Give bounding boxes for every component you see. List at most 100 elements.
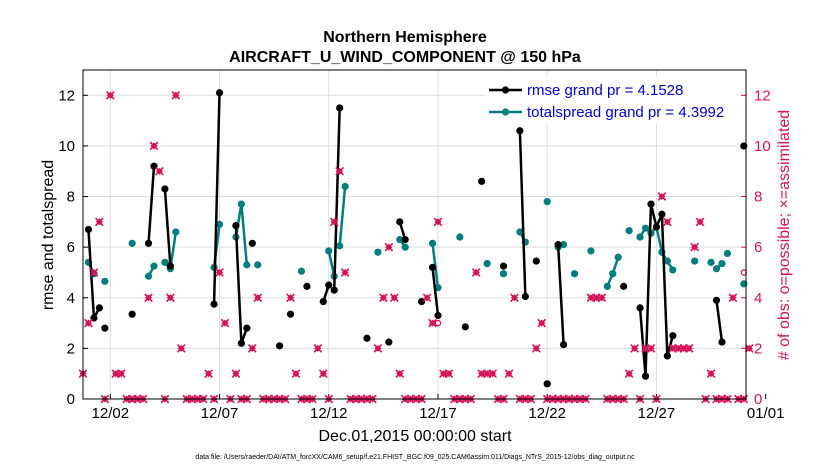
x-tick-label: 12/27 (638, 405, 676, 422)
obs-assimilated-cross (444, 369, 454, 379)
y-tick-label: 0 (67, 391, 75, 408)
y-tick-label: 8 (67, 189, 75, 206)
legend-rmse-marker (501, 86, 510, 94)
rmse-point (499, 262, 508, 270)
obs-assimilated-cross (597, 293, 607, 303)
spread-point (237, 200, 245, 208)
obs-assimilated-cross (286, 293, 295, 303)
grid (83, 70, 746, 399)
x-tick-label: 12/07 (201, 405, 239, 422)
obs-assimilated-cross (384, 242, 394, 252)
obs-assimilated-cross (253, 293, 263, 303)
obs-assimilated-cross (89, 268, 99, 277)
rmse-point (330, 286, 338, 294)
rmse-point (461, 323, 469, 331)
obs-assimilated-cross (471, 268, 481, 277)
obs-assimilated-cross (166, 293, 175, 303)
rmse-point (396, 218, 404, 226)
spread-point (543, 198, 551, 206)
y-right-tick-label: 4 (754, 290, 762, 307)
y-right-tick-label: 8 (754, 189, 762, 206)
chart-title-line1: Northern Hemisphere (323, 29, 487, 46)
rmse-point (303, 282, 311, 290)
obs-assimilated-cross (646, 344, 656, 353)
obs-assimilated-cross (657, 192, 667, 201)
spread-point (215, 220, 224, 228)
rmse-point (243, 324, 251, 332)
spread-point (718, 260, 726, 268)
spread-point (712, 265, 721, 273)
legend-rmse-label: rmse grand pr = 4.1528 (527, 82, 683, 99)
spread-line (338, 186, 347, 247)
x-tick-label: 01/01 (747, 405, 785, 422)
spread-point (325, 247, 333, 255)
spread-point (428, 239, 437, 247)
rmse-point (652, 223, 661, 231)
rmse-point (215, 89, 224, 97)
rmse-point (248, 239, 256, 247)
obs-assimilated-cross (176, 344, 186, 353)
y-axis-right-label: # of obs: o=possible; ×=assimilated (776, 110, 793, 360)
y-right-tick-label: 6 (754, 239, 762, 256)
x-axis-label: Dec.01,2015 00:00:00 start (318, 428, 512, 445)
footnote: data file: /Users/raeder/DAI/ATM_forcXX/… (195, 454, 635, 461)
spread-point (723, 249, 732, 258)
rmse-point (434, 311, 442, 320)
y-right-tick-label: 2 (754, 340, 762, 357)
rmse-point (718, 338, 726, 346)
spread-point (559, 241, 568, 249)
rmse-line (715, 300, 724, 343)
spread-point (243, 261, 251, 269)
spread-point (297, 267, 306, 275)
spread-point (609, 270, 617, 278)
spread-point (691, 257, 699, 265)
obs-assimilated-cross (662, 217, 672, 227)
obs-assimilated-cross (215, 268, 224, 277)
obs-assimilated-cross (149, 141, 159, 151)
obs-assimilated-cross (84, 318, 93, 328)
obs-assimilated-cross (155, 166, 164, 176)
rmse-point (128, 310, 136, 318)
spread-point (374, 248, 382, 256)
rmse-line (431, 267, 440, 316)
obs-assimilated-cross (335, 166, 345, 176)
spread-point (669, 266, 677, 274)
obs-assimilated-cross (695, 217, 705, 227)
rmse-point (658, 210, 666, 218)
rmse-point (325, 281, 333, 289)
rmse-line (147, 166, 156, 244)
spread-point (401, 243, 409, 251)
obs-assimilated-cross (144, 293, 153, 303)
y-tick-label: 12 (58, 87, 75, 104)
rmse-point (636, 304, 644, 312)
obs-assimilated-cross (684, 344, 694, 353)
obs-assimilated-cross (706, 369, 716, 379)
spread-point (483, 260, 491, 268)
obs-assimilated-cross (433, 217, 443, 227)
obs-assimilated-cross (105, 90, 115, 100)
rmse-point (363, 334, 371, 342)
spread-point (587, 247, 595, 255)
rmse-point (84, 225, 93, 234)
obs-assimilated-cross (428, 318, 437, 328)
rmse-point (237, 339, 245, 347)
obs-assimilated-cross (690, 242, 700, 252)
rmse-point (478, 177, 486, 185)
spread-point (128, 239, 136, 247)
rmse-point (336, 104, 344, 112)
y-tick-label: 6 (67, 239, 75, 256)
spread-point (254, 261, 262, 269)
rmse-point (516, 127, 524, 135)
rmse-point (232, 222, 240, 230)
rmse-point (554, 241, 562, 249)
y-right-tick-label: 0 (754, 391, 762, 408)
obs-assimilated-cross (313, 344, 323, 353)
spread-point (707, 258, 715, 266)
obs-assimilated-cross (329, 217, 339, 227)
rmse-point (532, 257, 540, 265)
y-axis-ticks: 0 0 2 2 4 4 6 6 8 8 10 10 12 12 (58, 87, 770, 408)
rmse-line (518, 130, 527, 297)
obs-assimilated-cross (728, 293, 738, 303)
spread-point (336, 242, 344, 250)
